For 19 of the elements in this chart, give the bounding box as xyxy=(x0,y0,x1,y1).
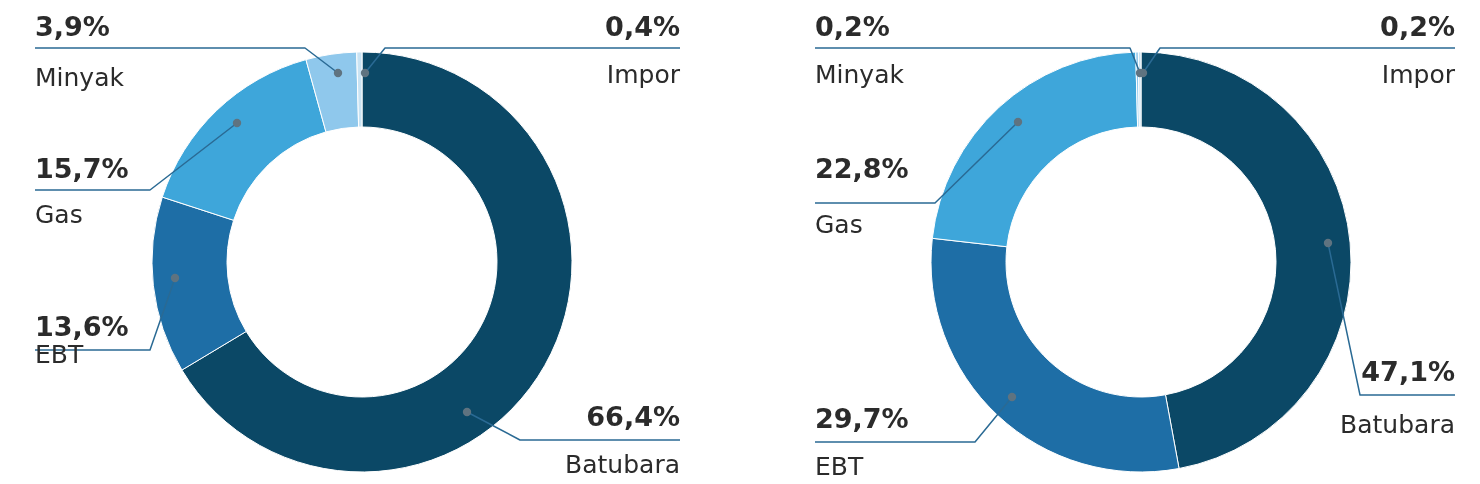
slice-label: Minyak xyxy=(35,63,125,92)
slice-label: Gas xyxy=(815,210,863,239)
data-label: 0,2% xyxy=(815,11,890,42)
data-label: 29,7% xyxy=(815,403,909,434)
slice-label: Batubara xyxy=(565,450,680,479)
data-label: 0,2% xyxy=(1380,11,1455,42)
slice-label: Impor xyxy=(1381,60,1456,89)
slice-label: Minyak xyxy=(815,60,905,89)
data-label: 0,4% xyxy=(605,11,680,42)
data-label: 66,4% xyxy=(586,401,680,432)
data-label: 22,8% xyxy=(815,153,909,184)
data-label: 47,1% xyxy=(1361,356,1455,387)
data-label: 3,9% xyxy=(35,11,110,42)
data-label: 15,7% xyxy=(35,153,129,184)
slice-label: EBT xyxy=(815,452,864,481)
slice-label: Batubara xyxy=(1340,410,1455,439)
data-label: 13,6% xyxy=(35,311,129,342)
slice-label: Impor xyxy=(606,60,681,89)
slice-label: Gas xyxy=(35,200,83,229)
